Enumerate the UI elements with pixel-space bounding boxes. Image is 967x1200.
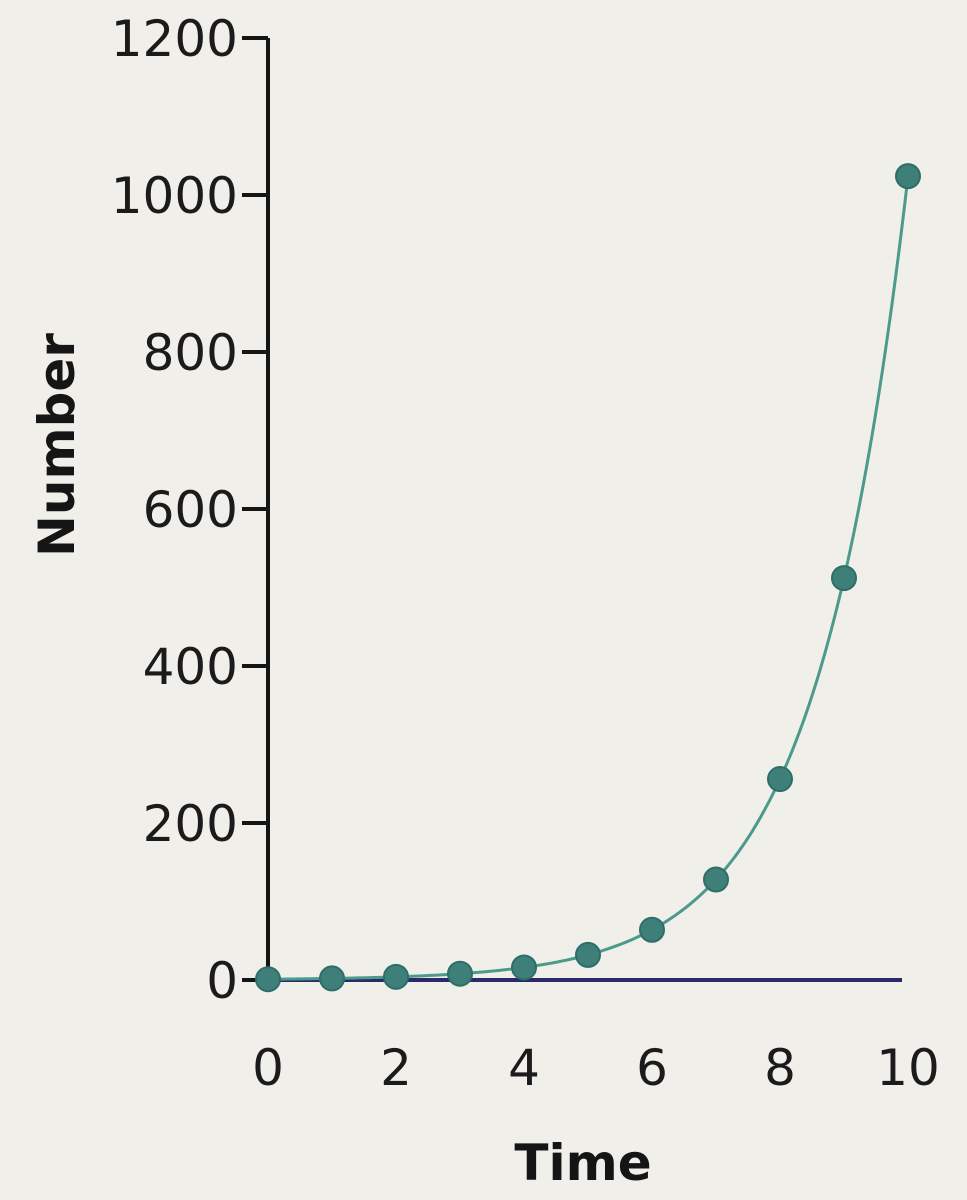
series-curve <box>267 175 910 981</box>
y-axis-title: Number <box>28 333 86 557</box>
x-tick-label: 10 <box>876 1039 940 1097</box>
data-point <box>383 963 409 990</box>
axes <box>266 38 902 982</box>
y-tick-label: 200 <box>143 795 238 853</box>
data-point <box>767 766 793 793</box>
x-tick-label: 0 <box>252 1039 284 1097</box>
x-axis-title: Time <box>514 1134 651 1192</box>
y-tick-label: 1000 <box>111 167 238 225</box>
data-point <box>575 941 601 968</box>
x-tick-label: 6 <box>636 1039 668 1097</box>
data-point <box>639 916 665 943</box>
data-point <box>255 966 281 993</box>
x-tick-label: 2 <box>380 1039 412 1097</box>
data-point <box>447 960 473 987</box>
x-axis-ticks: 0 2 4 6 8 10 <box>252 1039 940 1097</box>
data-point <box>831 565 857 592</box>
y-tick-label: 400 <box>143 638 238 696</box>
y-tick-label: 0 <box>206 952 238 1010</box>
y-tick-label: 600 <box>143 481 238 539</box>
data-point <box>703 866 729 893</box>
x-tick-label: 4 <box>508 1039 540 1097</box>
data-point <box>895 163 921 190</box>
data-point <box>511 954 537 981</box>
data-point <box>319 965 345 992</box>
series-points <box>255 163 921 993</box>
x-tick-label: 8 <box>764 1039 796 1097</box>
y-axis-ticks: 0 200 400 600 800 1000 1200 <box>111 10 268 1010</box>
y-tick-label: 800 <box>143 324 238 382</box>
y-tick-label: 1200 <box>111 10 238 68</box>
